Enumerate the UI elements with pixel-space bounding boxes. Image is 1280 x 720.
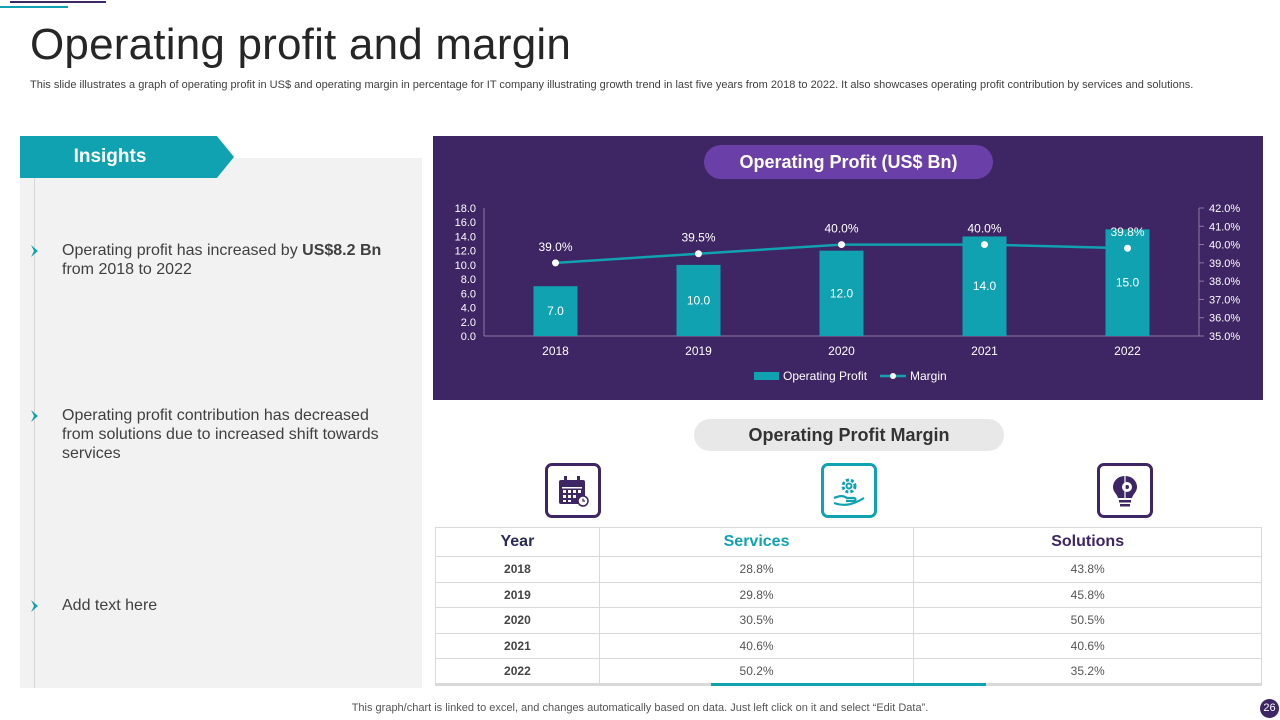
margin-point: [838, 241, 845, 249]
margin-data-label: 40.0%: [824, 222, 858, 236]
table-row: 2018 28.8% 43.8%: [435, 556, 1262, 583]
margin-point: [552, 259, 559, 267]
y-right-tick-label: 38.0%: [1209, 276, 1240, 288]
operating-profit-chart[interactable]: 0.0 2.0 4.0 6.0 8.0 10.0 12.0 14.0 16.0 18.0 35.0%…: [433, 136, 1263, 400]
column-header-solutions: Solutions: [913, 527, 1262, 557]
cell-year: 2020: [435, 607, 600, 634]
calendar-icon: [545, 463, 601, 518]
y-left-tick-label: 2.0: [461, 317, 476, 329]
slide-subtitle: This slide illustrates a graph of operat…: [30, 79, 1194, 91]
cell-services: 28.8%: [598, 556, 915, 583]
bar-operating-profit: [676, 264, 721, 336]
legend-label-operating-profit: Operating Profit: [783, 369, 868, 383]
bar-operating-profit: [962, 236, 1007, 336]
y-left-tick-label: 8.0: [461, 274, 476, 286]
insights-banner: [20, 136, 234, 178]
y-right-tick-label: 39.0%: [1209, 258, 1240, 270]
insight-text[interactable]: Add text here: [62, 597, 158, 614]
bar-data-label: 7.0: [547, 304, 564, 318]
insights-panel: [20, 158, 422, 688]
y-left-tick-label: 14.0: [455, 231, 476, 243]
y-left-tick-label: 0.0: [461, 331, 476, 343]
cell-year: 2022: [435, 658, 600, 685]
x-tick-label: 2021: [971, 344, 998, 358]
y-left-tick-label: 18.0: [455, 203, 476, 215]
table-bottom-accent: [711, 683, 986, 686]
cell-solutions: 45.8%: [913, 581, 1262, 608]
insight-text[interactable]: Operating profit has increased by US$8.2…: [62, 242, 382, 278]
margin-point: [695, 250, 702, 258]
y-right-tick-label: 40.0%: [1209, 240, 1240, 252]
insight-text[interactable]: Operating profit contribution has decrea…: [62, 407, 379, 462]
y-left-tick-label: 10.0: [455, 260, 476, 272]
y-right-tick-label: 37.0%: [1209, 294, 1240, 306]
legend-swatch-operating-profit: [754, 372, 779, 380]
table-row: 2022 50.2% 35.2%: [435, 658, 1262, 685]
insights-header: Insights: [73, 146, 147, 167]
table-row: 2020 30.5% 50.5%: [435, 607, 1262, 634]
bar-operating-profit: [819, 250, 864, 336]
cell-services: 50.2%: [598, 658, 915, 685]
insight-item: Add text here: [28, 596, 398, 615]
cell-services: 40.6%: [598, 632, 915, 659]
slide-title: Operating profit and margin: [30, 20, 572, 69]
margin-data-label: 39.5%: [681, 231, 715, 245]
margin-data-label: 39.0%: [538, 240, 572, 254]
gear-hand-icon: [821, 463, 877, 518]
page-number: 26: [1260, 699, 1279, 718]
top-accent-line-teal: [0, 6, 68, 8]
x-tick-label: 2019: [685, 344, 712, 358]
margin-point: [1124, 244, 1131, 252]
y-left-tick-label: 4.0: [461, 303, 476, 315]
margin-data-label: 39.8%: [1110, 225, 1144, 239]
cell-solutions: 35.2%: [913, 658, 1262, 685]
x-tick-label: 2022: [1114, 344, 1141, 358]
cell-solutions: 43.8%: [913, 556, 1262, 583]
y-right-tick-label: 36.0%: [1209, 313, 1240, 325]
table-header-row: Year Services Solutions: [435, 527, 1262, 557]
footer-note: This graph/chart is linked to excel, and…: [351, 702, 929, 714]
x-tick-label: 2018: [542, 344, 569, 358]
chevron-right-icon: [31, 245, 38, 257]
y-right-tick-label: 42.0%: [1209, 203, 1240, 215]
cell-services: 30.5%: [598, 607, 915, 634]
y-right-tick-label: 41.0%: [1209, 221, 1240, 233]
y-left-tick-label: 16.0: [455, 217, 476, 229]
y-left-tick-label: 6.0: [461, 288, 476, 300]
column-header-services: Services: [598, 527, 915, 557]
legend-marker-margin: [890, 373, 896, 379]
bar-data-label: 10.0: [687, 293, 711, 307]
y-left-tick-label: 12.0: [455, 246, 476, 258]
margin-table-title: Operating Profit Margin: [694, 419, 1004, 451]
insight-item: Operating profit has increased by US$8.2…: [28, 241, 398, 279]
legend-label-margin: Margin: [910, 369, 947, 383]
cell-year: 2018: [435, 556, 600, 583]
cell-year: 2021: [435, 632, 600, 659]
cell-solutions: 50.5%: [913, 607, 1262, 634]
table-row: 2019 29.8% 45.8%: [435, 581, 1262, 608]
margin-table: Year Services Solutions 2018 28.8% 43.8%…: [435, 527, 1262, 685]
margin-point: [981, 241, 988, 249]
bar-data-label: 14.0: [973, 279, 997, 293]
cell-year: 2019: [435, 581, 600, 608]
bar-data-label: 12.0: [830, 286, 854, 300]
bar-data-label: 15.0: [1116, 276, 1140, 290]
insight-item: Operating profit contribution has decrea…: [28, 406, 398, 463]
x-tick-label: 2020: [828, 344, 855, 358]
chevron-right-icon: [31, 410, 38, 422]
table-row: 2021 40.6% 40.6%: [435, 632, 1262, 659]
column-header-year: Year: [435, 527, 600, 557]
chart-title: Operating Profit (US$ Bn): [704, 145, 993, 179]
margin-data-label: 40.0%: [967, 222, 1001, 236]
y-right-tick-label: 35.0%: [1209, 331, 1240, 343]
chevron-right-icon: [31, 600, 38, 612]
cell-solutions: 40.6%: [913, 632, 1262, 659]
insights-divider-line: [34, 178, 35, 688]
bar-operating-profit: [533, 286, 578, 336]
cell-services: 29.8%: [598, 581, 915, 608]
top-accent-line-purple: [10, 1, 106, 3]
lightbulb-gear-icon: [1097, 463, 1153, 518]
